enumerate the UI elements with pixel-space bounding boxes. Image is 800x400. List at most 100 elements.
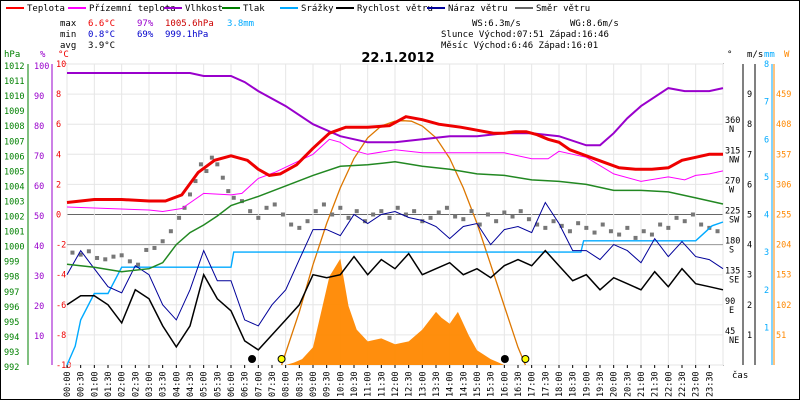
wind-dir-point	[526, 217, 531, 222]
pct-tick-label: 80	[34, 122, 44, 132]
wind-dir-point	[144, 247, 149, 252]
wind-dir-point	[188, 192, 192, 197]
temp-tick-label: -10	[56, 361, 71, 371]
hpa-tick-label: 1009	[4, 107, 24, 117]
wind-dir-point	[715, 229, 720, 234]
axis-solar-label: W	[784, 50, 790, 60]
x-tick-label: 17:00	[528, 371, 538, 397]
wind-dir-point	[338, 205, 343, 210]
x-tick-label: 00:00	[63, 371, 73, 397]
moonrise-marker	[248, 355, 257, 363]
x-tick-label: 12:30	[405, 371, 415, 397]
wind-dir-point	[330, 212, 335, 217]
wind-dir-point	[313, 209, 318, 214]
x-tick-label: 21:30	[651, 371, 661, 397]
x-tick-label: 18:30	[569, 371, 579, 397]
x-tick-label: 16:00	[500, 371, 510, 397]
wind-dir-point	[215, 162, 220, 167]
legend-label-0: Teplota	[27, 4, 65, 14]
stats-max-label: max	[60, 19, 77, 29]
wind-dir-point	[444, 205, 449, 210]
dir-tick-deg: 270	[725, 176, 740, 186]
hpa-tick-label: 999	[4, 258, 19, 268]
pct-tick-label: 70	[34, 152, 44, 162]
mm-tick-label: 4	[764, 211, 769, 221]
hpa-tick-label: 1003	[4, 197, 24, 207]
wind-dir-point	[136, 262, 141, 267]
wind-dir-point	[78, 252, 83, 257]
wind-dir-point	[608, 229, 613, 234]
wind-dir-point	[198, 162, 203, 167]
wind-dir-point	[160, 239, 165, 244]
ms-tick-label: 9	[747, 90, 752, 100]
wind-dir-point	[95, 255, 100, 260]
wind-dir-point	[666, 225, 671, 230]
wind-dir-point	[658, 222, 663, 227]
wind-dir-point	[600, 222, 605, 227]
stats-avg-label: avg	[60, 41, 76, 51]
solar-tick-label: 102	[776, 301, 791, 311]
wind-dir-point	[633, 235, 638, 240]
axis-x-label: čas	[732, 370, 748, 381]
temp-tick-label: 6	[56, 120, 61, 130]
wind-dir-point	[231, 195, 236, 200]
ms-tick-label: 1	[747, 331, 752, 341]
wind-dir-point	[321, 202, 326, 207]
wind-dir-point	[436, 210, 441, 215]
series-solar	[285, 258, 505, 365]
x-tick-label: 14:30	[459, 371, 469, 397]
axis-headers: hPa % °C ° m/s mm W čas	[4, 50, 790, 381]
ms-tick-label: 4	[747, 241, 752, 251]
x-tick-label: 07:30	[268, 371, 278, 397]
wind-dir-point	[127, 259, 132, 264]
wind-dir-point	[209, 155, 214, 160]
hpa-tick-label: 1002	[4, 213, 24, 223]
dir-tick-abbr: NW	[729, 155, 740, 165]
pct-tick-label: 90	[34, 92, 44, 102]
sunset-marker	[521, 355, 530, 363]
solar-tick-label: 51	[776, 331, 786, 341]
series-humidity	[67, 72, 724, 147]
x-tick-label: 03:00	[145, 371, 155, 397]
info-block: WS:6.3m/s WG:8.6m/s Slunce Východ:07:51 …	[441, 19, 619, 51]
dir-tick-deg: 180	[725, 237, 740, 247]
x-tick-label: 05:00	[200, 371, 210, 397]
stats-max-hum: 97%	[137, 19, 154, 29]
x-tick-label: 10:00	[336, 371, 346, 397]
axis-temp-label: °C	[58, 50, 69, 60]
wind-dir-point	[699, 222, 704, 227]
x-tick-label: 08:30	[295, 371, 305, 397]
axes-right: 360N315NW270W225SW180S135SE90E45NE987654…	[725, 60, 791, 365]
sunrise-marker	[277, 355, 286, 363]
hpa-tick-label: 1011	[4, 77, 24, 87]
mm-tick-label: 7	[764, 98, 769, 108]
stats-min-temp: 0.8°C	[88, 30, 115, 40]
wind-dir-point	[387, 215, 392, 220]
wind-dir-point	[289, 222, 294, 227]
x-tick-label: 20:00	[610, 371, 620, 397]
dir-tick-abbr: SW	[729, 216, 740, 226]
wind-dir-point	[592, 230, 597, 235]
series-rain	[66, 221, 724, 366]
axis-mm-label: mm	[764, 50, 775, 60]
legend-label-7: Směr větru	[536, 4, 590, 14]
wind-dir-point	[379, 209, 384, 214]
mm-tick-label: 3	[764, 248, 769, 258]
temp-tick-label: 8	[56, 90, 61, 100]
x-tick-label: 00:30	[77, 371, 87, 397]
wind-dir-point	[469, 209, 474, 214]
dir-tick-abbr: E	[729, 306, 734, 316]
wind-dir-point	[111, 254, 116, 259]
stats-min-press: 999.1hPa	[165, 30, 208, 40]
x-tick-label: 18:00	[555, 371, 565, 397]
pct-tick-label: 20	[34, 302, 44, 312]
info-ws: WS:6.3m/s	[472, 19, 521, 29]
hpa-tick-label: 998	[4, 273, 19, 283]
wind-dir-point	[297, 225, 302, 230]
ms-tick-label: 5	[747, 211, 752, 221]
x-tick-label: 01:30	[104, 371, 114, 397]
pct-tick-label: 100	[34, 62, 49, 72]
series-ground-temp	[66, 138, 724, 213]
stats-avg-temp: 3.9°C	[88, 41, 115, 51]
